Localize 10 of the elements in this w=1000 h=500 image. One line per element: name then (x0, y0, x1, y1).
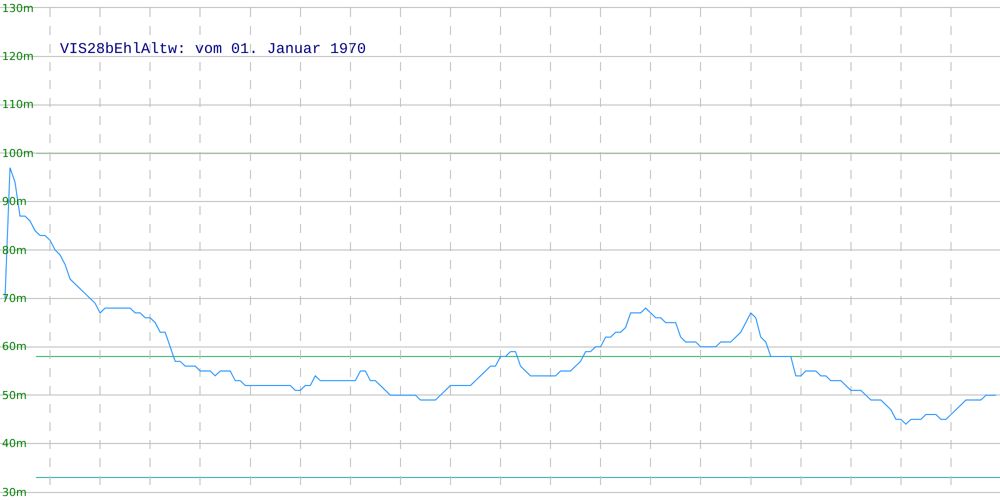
y-tick-label: 70m (2, 292, 27, 305)
text: VIS28bEhlAltw: vom 01. Januar 1970 (60, 40, 366, 58)
y-tick-label: 130m (2, 2, 34, 15)
y-tick-label: 110m (2, 98, 34, 111)
y-tick-label: 100m (2, 147, 34, 160)
y-tick-label: 50m (2, 389, 27, 402)
y-tick-label: 40m (2, 437, 27, 450)
y-tick-label: 30m (2, 486, 27, 499)
y-tick-label: 120m (2, 50, 34, 63)
y-tick-label: 60m (2, 340, 27, 353)
